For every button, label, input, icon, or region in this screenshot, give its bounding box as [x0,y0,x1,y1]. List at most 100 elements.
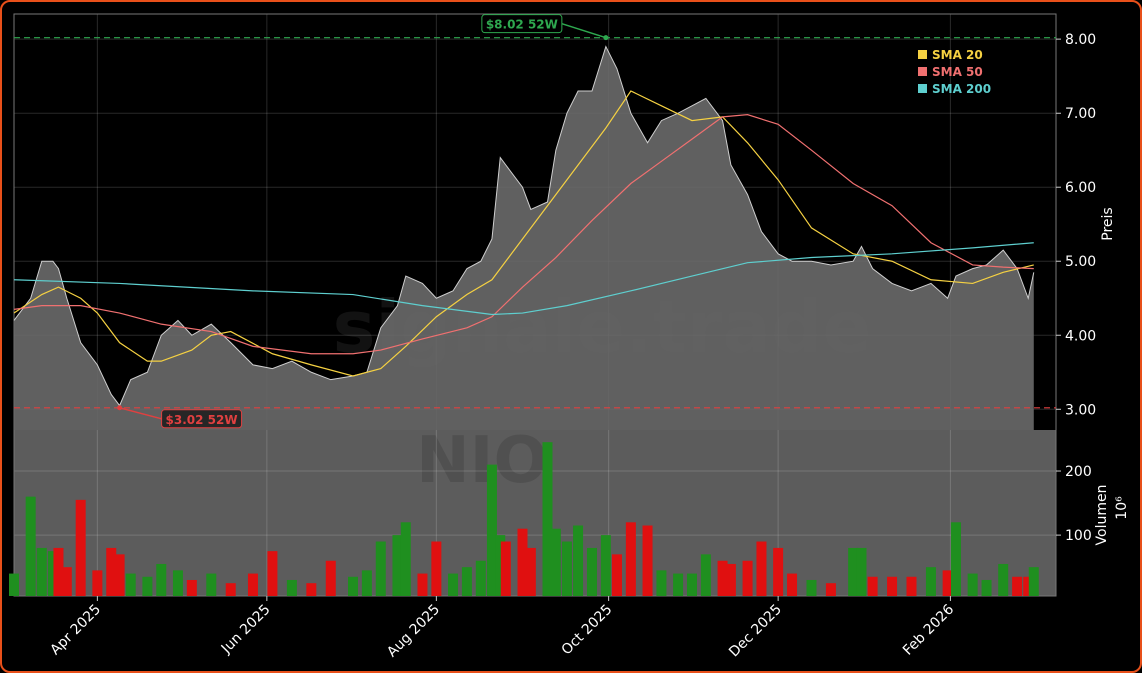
x-tick-label: Aug 2025 [384,602,443,661]
volume-bar [887,576,898,596]
volume-bar [717,560,728,596]
y-tick-label: 100 [1065,528,1092,544]
volume-bar [981,579,992,596]
annotation-arrow-head [117,405,123,411]
sma-line [13,90,1034,377]
y-tick-label: 5.00 [1065,254,1096,270]
volume-bar [611,554,622,596]
legend-label: SMA 50 [932,65,983,79]
volume-bar [700,554,711,596]
volume-bar [950,522,961,596]
volume-bar [725,563,736,596]
volume-bar [400,522,411,596]
volume-bar [156,563,167,596]
volume-bar [573,525,584,596]
x-tick-label: Jun 2025 [218,602,274,658]
volume-bar [247,573,258,596]
volume-bar [742,560,753,596]
volume-bar [75,499,86,596]
y-tick-label: 4.00 [1065,328,1096,344]
volume-bar [461,567,472,596]
annotation-box [481,14,563,34]
volume-bar [431,541,442,596]
sma-line [13,242,1034,316]
volume-bar [848,547,859,596]
volume-bar [1012,576,1023,596]
volume-bar [47,551,58,596]
volume-bar [106,547,117,596]
volume-bar [486,464,497,596]
volume-bar [998,563,1009,596]
volume-bar [525,547,536,596]
volume-bar [125,573,136,596]
volume-bar [495,535,506,596]
volume-bar [806,579,817,596]
volume-bar [867,576,878,596]
volume-bar [773,547,784,596]
volume-bar [1028,567,1039,596]
annotation-arrow [119,407,162,420]
price-line [13,45,1035,407]
y-axis-label: Volumen [1094,485,1110,546]
annotation-arrow [561,22,607,39]
volume-bar [942,570,953,596]
volume-bar [517,528,528,596]
legend-label: SMA 200 [932,82,991,96]
volume-bar [392,535,403,596]
volume-bar [600,535,611,596]
x-tick-label: Oct 2025 [559,602,616,659]
y-tick-label: 6.00 [1065,180,1096,196]
volume-bar [542,442,553,596]
volume-bar [53,547,64,596]
legend-swatch [918,50,927,59]
annotation-label: $8.02 52W [486,18,558,32]
volume-bar [642,525,653,596]
y-tick-label: 7.00 [1065,106,1096,122]
y-tick-label: 8.00 [1065,32,1096,48]
x-tick-label: Feb 2026 [900,601,957,658]
volume-bar [475,560,486,596]
volume-bar [625,522,636,596]
volume-bar [856,547,867,596]
sma-line [13,114,1034,355]
y-tick-label: 200 [1065,464,1092,480]
volume-bar [825,583,836,596]
volume-bar [306,583,317,596]
volume-bar [36,547,47,596]
volume-bar [9,573,19,596]
watermark: NIO [416,424,548,498]
legend-label: SMA 20 [932,48,983,62]
volume-bar [586,547,597,596]
y-axis-label: Preis [1100,207,1116,240]
volume-bar [550,528,561,596]
volume-bar [225,583,236,596]
x-tick-label: Dec 2025 [726,602,785,661]
y-tick-label: 3.00 [1065,402,1096,418]
legend-swatch [918,84,927,93]
x-tick-label: Apr 2025 [47,602,104,659]
volume-bar [906,576,917,596]
volume-bar [61,567,72,596]
volume-bar [206,573,217,596]
volume-bar [186,579,197,596]
volume-bar [656,570,667,596]
volume-bar [286,579,297,596]
price-area [14,46,1034,430]
volume-bar [25,496,36,596]
volume-bar [172,570,183,596]
annotation-arrow-head [603,35,609,41]
volume-bar [92,570,103,596]
volume-bar [686,573,697,596]
volume-bar [114,554,125,596]
volume-bar [142,576,153,596]
volume-bar [361,570,372,596]
legend-swatch [918,67,927,76]
volume-bar [448,573,459,596]
volume-bar [673,573,684,596]
volume-bar [417,573,428,596]
annotation-box [161,409,243,429]
volume-bar [500,541,511,596]
annotation-label: $3.02 52W [166,413,238,427]
